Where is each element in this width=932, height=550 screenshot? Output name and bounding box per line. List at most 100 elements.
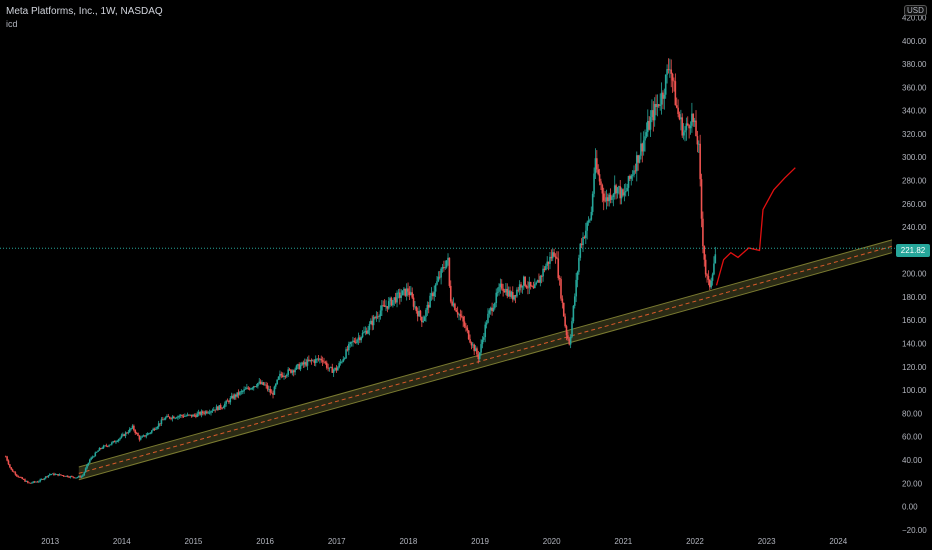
candle-body [361, 332, 364, 338]
candle-body [62, 475, 65, 477]
candle-body [10, 467, 13, 470]
candle-body [179, 415, 182, 416]
candle-body [269, 389, 272, 393]
candle-series [4, 58, 717, 484]
candle-body [305, 362, 307, 366]
candle-body [438, 276, 441, 278]
candle-body [708, 279, 711, 288]
candle-body [587, 220, 590, 223]
candle-body [119, 437, 121, 440]
candle-body [378, 316, 380, 317]
candle-body [60, 474, 62, 476]
candle-body [463, 321, 466, 327]
candle-body [394, 297, 397, 303]
channel-lower-edge[interactable] [78, 252, 893, 481]
candle-body [590, 211, 593, 220]
candle-body [551, 252, 554, 259]
candle-body [25, 481, 28, 482]
y-tick-label: 420.00 [902, 13, 927, 22]
candle-body [332, 369, 335, 373]
candle-body [306, 359, 309, 366]
candle-body [386, 306, 389, 309]
candle-body [188, 414, 190, 416]
candle-body [207, 412, 210, 414]
projection-path[interactable] [715, 167, 796, 286]
candle-body [604, 200, 606, 202]
candle-body [576, 271, 579, 280]
price-axis[interactable]: −20.00 0.00 20.00 40.00 60.00 80.00 100.00 120.… [0, 13, 927, 535]
candle-body [589, 219, 591, 221]
trend-channel[interactable] [78, 239, 893, 481]
candle-body [600, 181, 602, 186]
symbol-title[interactable]: Meta Platforms, Inc., 1W, NASDAQ [6, 6, 163, 17]
y-tick-label: 280.00 [902, 176, 927, 185]
candle-body [247, 387, 250, 389]
candle-body [102, 445, 105, 449]
channel-upper-edge[interactable] [78, 239, 893, 468]
candle-body [582, 236, 584, 246]
candle-body [171, 416, 174, 419]
candle-body [356, 339, 358, 343]
candle-body [375, 316, 378, 319]
candle-body [15, 474, 18, 476]
candle-body [656, 104, 659, 108]
candle-body [189, 414, 192, 416]
candle-body [39, 479, 41, 482]
candle-body [630, 175, 633, 179]
candle-body [90, 457, 92, 460]
y-tick-label: 80.00 [902, 409, 923, 418]
candle-body [21, 477, 24, 480]
candle-body [667, 69, 670, 71]
candle-body [685, 123, 688, 131]
candle-body [646, 120, 649, 133]
candle-body [226, 400, 229, 402]
candle-body [579, 243, 582, 258]
y-tick-label: 380.00 [902, 60, 927, 69]
candle-body [444, 267, 447, 269]
candle-body [430, 293, 433, 296]
candle-body [219, 405, 222, 409]
candle-body [711, 274, 714, 281]
candle-body [327, 367, 329, 369]
candle-body [496, 291, 499, 293]
candle-body [597, 169, 599, 175]
candle-body [108, 445, 110, 447]
y-tick-label: 240.00 [902, 223, 927, 232]
candle-body [499, 283, 502, 287]
candle-body [36, 481, 39, 483]
candle-body [4, 456, 7, 458]
candle-body [79, 476, 81, 478]
candle-body [586, 222, 588, 231]
candle-body [443, 267, 445, 269]
candle-body [432, 293, 434, 297]
candle-body [572, 305, 575, 322]
candle-body [465, 326, 467, 328]
candle-body [265, 384, 267, 386]
candle-body [473, 344, 475, 352]
candle-body [449, 285, 452, 302]
x-tick-label: 2015 [185, 537, 203, 546]
indicator-label[interactable]: icd [6, 19, 18, 29]
candle-body [287, 369, 289, 375]
candle-body [619, 186, 622, 199]
candle-body [609, 194, 612, 200]
x-tick-label: 2018 [399, 537, 417, 546]
time-axis[interactable]: 2013 2014 2015 2016 2017 2018 2019 2020 2021 2022… [41, 537, 847, 546]
candle-body [522, 276, 525, 286]
candle-body [689, 125, 692, 129]
candle-body [33, 481, 36, 483]
candle-body [101, 448, 103, 450]
candle-body [274, 384, 277, 387]
candle-body [658, 104, 660, 106]
y-tick-label: 300.00 [902, 153, 927, 162]
candle-body [649, 117, 652, 130]
candle-body [286, 374, 288, 377]
projection-line[interactable] [715, 167, 796, 286]
currency-badge[interactable]: USD [904, 5, 927, 16]
candle-body [126, 432, 128, 434]
candle-body [634, 170, 637, 172]
candle-body [447, 257, 449, 261]
candle-body [556, 257, 558, 259]
candle-body [51, 473, 54, 475]
